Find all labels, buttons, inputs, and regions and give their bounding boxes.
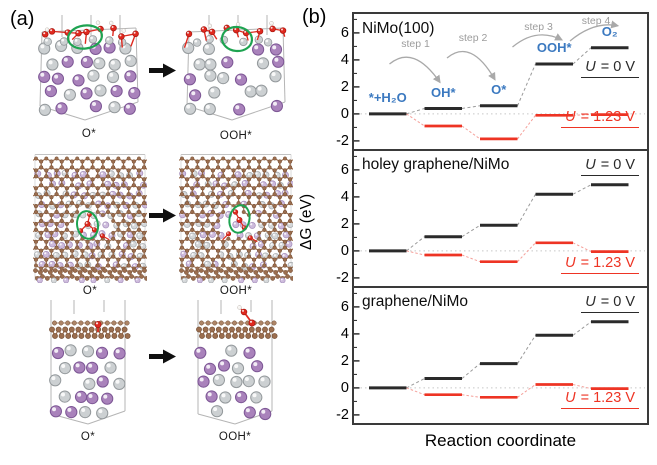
oxygen-adsorbate — [94, 321, 102, 332]
y-tick-label: 6 — [340, 24, 349, 41]
species-label: OOH* — [536, 39, 572, 55]
atomic-structure-svg — [194, 300, 278, 425]
graphene-layer — [196, 320, 278, 339]
species-label: O₂ — [601, 23, 618, 39]
metal-atoms — [194, 344, 272, 421]
adsorbate-caption: O* — [81, 128, 97, 140]
u123-voltage-label: U = 1.23 V — [561, 109, 639, 128]
y-tick-label: 0 — [340, 379, 349, 396]
species-label: *+H₂O — [368, 89, 407, 105]
metal-atoms — [182, 35, 285, 116]
atomic-structure-svg — [33, 154, 147, 283]
y-tick-label: -2 — [336, 406, 349, 423]
energy-diagram-2: 6 4 2 0 -2 holey graphene/NiMo U = 0 V U = 1.23… — [336, 149, 649, 288]
u123-voltage-label: U = 1.23 V — [561, 255, 639, 274]
u0-voltage-label: U = 0 V — [581, 294, 639, 313]
u0-voltage-label: U = 0 V — [581, 59, 639, 78]
energy-diagrams: 6 4 2 0 -2 NiMo(100) U = 0 V U = 1.23 V *+H₂O OH*… — [336, 12, 649, 425]
metal-atoms — [38, 35, 141, 117]
oxygen-adsorbates — [78, 209, 110, 241]
active-site-highlight — [220, 25, 254, 53]
metal-atoms — [49, 344, 126, 420]
y-tick-label: 2 — [340, 78, 349, 95]
chart-title: holey graphene/NiMo — [362, 156, 510, 173]
adsorbate-caption: O* — [82, 285, 98, 297]
y-tick-label: -2 — [336, 269, 349, 286]
step-label: step 4 — [581, 15, 611, 27]
step-label: step 3 — [524, 21, 553, 33]
adsorbate-caption: OOH* — [218, 431, 252, 443]
energy-diagram-1: 6 4 2 0 -2 NiMo(100) U = 0 V U = 1.23 V *+H₂O OH*… — [336, 12, 649, 151]
oxygen-adsorbates — [222, 206, 258, 243]
active-site-highlight — [228, 204, 251, 234]
cell-wireframe — [50, 300, 126, 425]
holey-graphene-lattice — [179, 156, 293, 271]
active-site-highlight — [66, 24, 104, 50]
structure-nimo-slab-ooh — [182, 12, 290, 126]
atomic-structure-svg — [179, 154, 293, 283]
panel-b-label: (b) — [302, 6, 327, 28]
y-tick-label: 0 — [340, 242, 349, 259]
arrow-right-icon — [149, 208, 176, 223]
structure-graphene-nimo-o — [38, 296, 138, 428]
graphene-edge-band — [179, 268, 293, 283]
arrow-right-icon — [149, 349, 176, 364]
y-tick-label: 4 — [340, 51, 349, 68]
y-tick-label: -2 — [336, 132, 349, 149]
energy-plot — [354, 155, 645, 279]
adsorbate-caption: OOH* — [219, 130, 253, 142]
y-axis-title: ΔG (eV) — [298, 194, 315, 250]
u123-voltage-label: U = 1.23 V — [561, 390, 639, 409]
structure-holey-graphene-ooh — [179, 150, 293, 283]
oxygen-adsorbate — [237, 305, 256, 327]
energy-diagram-3: 6 4 2 0 -2 graphene/NiMo U = 0 V U = 1.23 V — [336, 286, 649, 425]
adsorbate-caption: O* — [80, 431, 96, 443]
chart-title: NiMo(100) — [362, 20, 435, 37]
active-site-highlight — [76, 210, 100, 240]
holey-graphene-lattice — [33, 156, 147, 271]
atomic-structure-svg — [182, 15, 287, 121]
y-tick-label: 6 — [340, 298, 349, 315]
atomic-structure-svg — [49, 300, 131, 425]
structure-holey-graphene-o — [33, 150, 147, 283]
x-axis-title: Reaction coordinate — [424, 431, 577, 450]
graphene-layer — [49, 320, 131, 339]
y-tick-label: 4 — [340, 325, 349, 342]
graphene-edge-band — [33, 268, 147, 283]
structure-nimo-slab-o — [35, 12, 143, 126]
atomic-structure-svg — [38, 15, 141, 121]
species-label: O* — [491, 81, 507, 97]
y-tick-label: 6 — [340, 161, 349, 178]
panel-a-label: (a) — [10, 8, 35, 30]
step-label: step 1 — [401, 38, 430, 50]
structure-graphene-nimo-ooh — [185, 296, 285, 428]
y-tick-label: 4 — [340, 188, 349, 205]
arrow-right-icon — [149, 63, 176, 78]
y-tick-label: 2 — [340, 215, 349, 232]
species-label: OH* — [430, 84, 456, 100]
chart-title: graphene/NiMo — [362, 293, 468, 310]
energy-plot — [354, 18, 645, 142]
energy-plot — [354, 292, 645, 416]
y-tick-label: 2 — [340, 352, 349, 369]
u0-voltage-label: U = 0 V — [581, 157, 639, 176]
y-tick-label: 0 — [340, 105, 349, 122]
adsorbate-caption: OOH* — [219, 285, 253, 297]
step-label: step 2 — [458, 32, 488, 44]
